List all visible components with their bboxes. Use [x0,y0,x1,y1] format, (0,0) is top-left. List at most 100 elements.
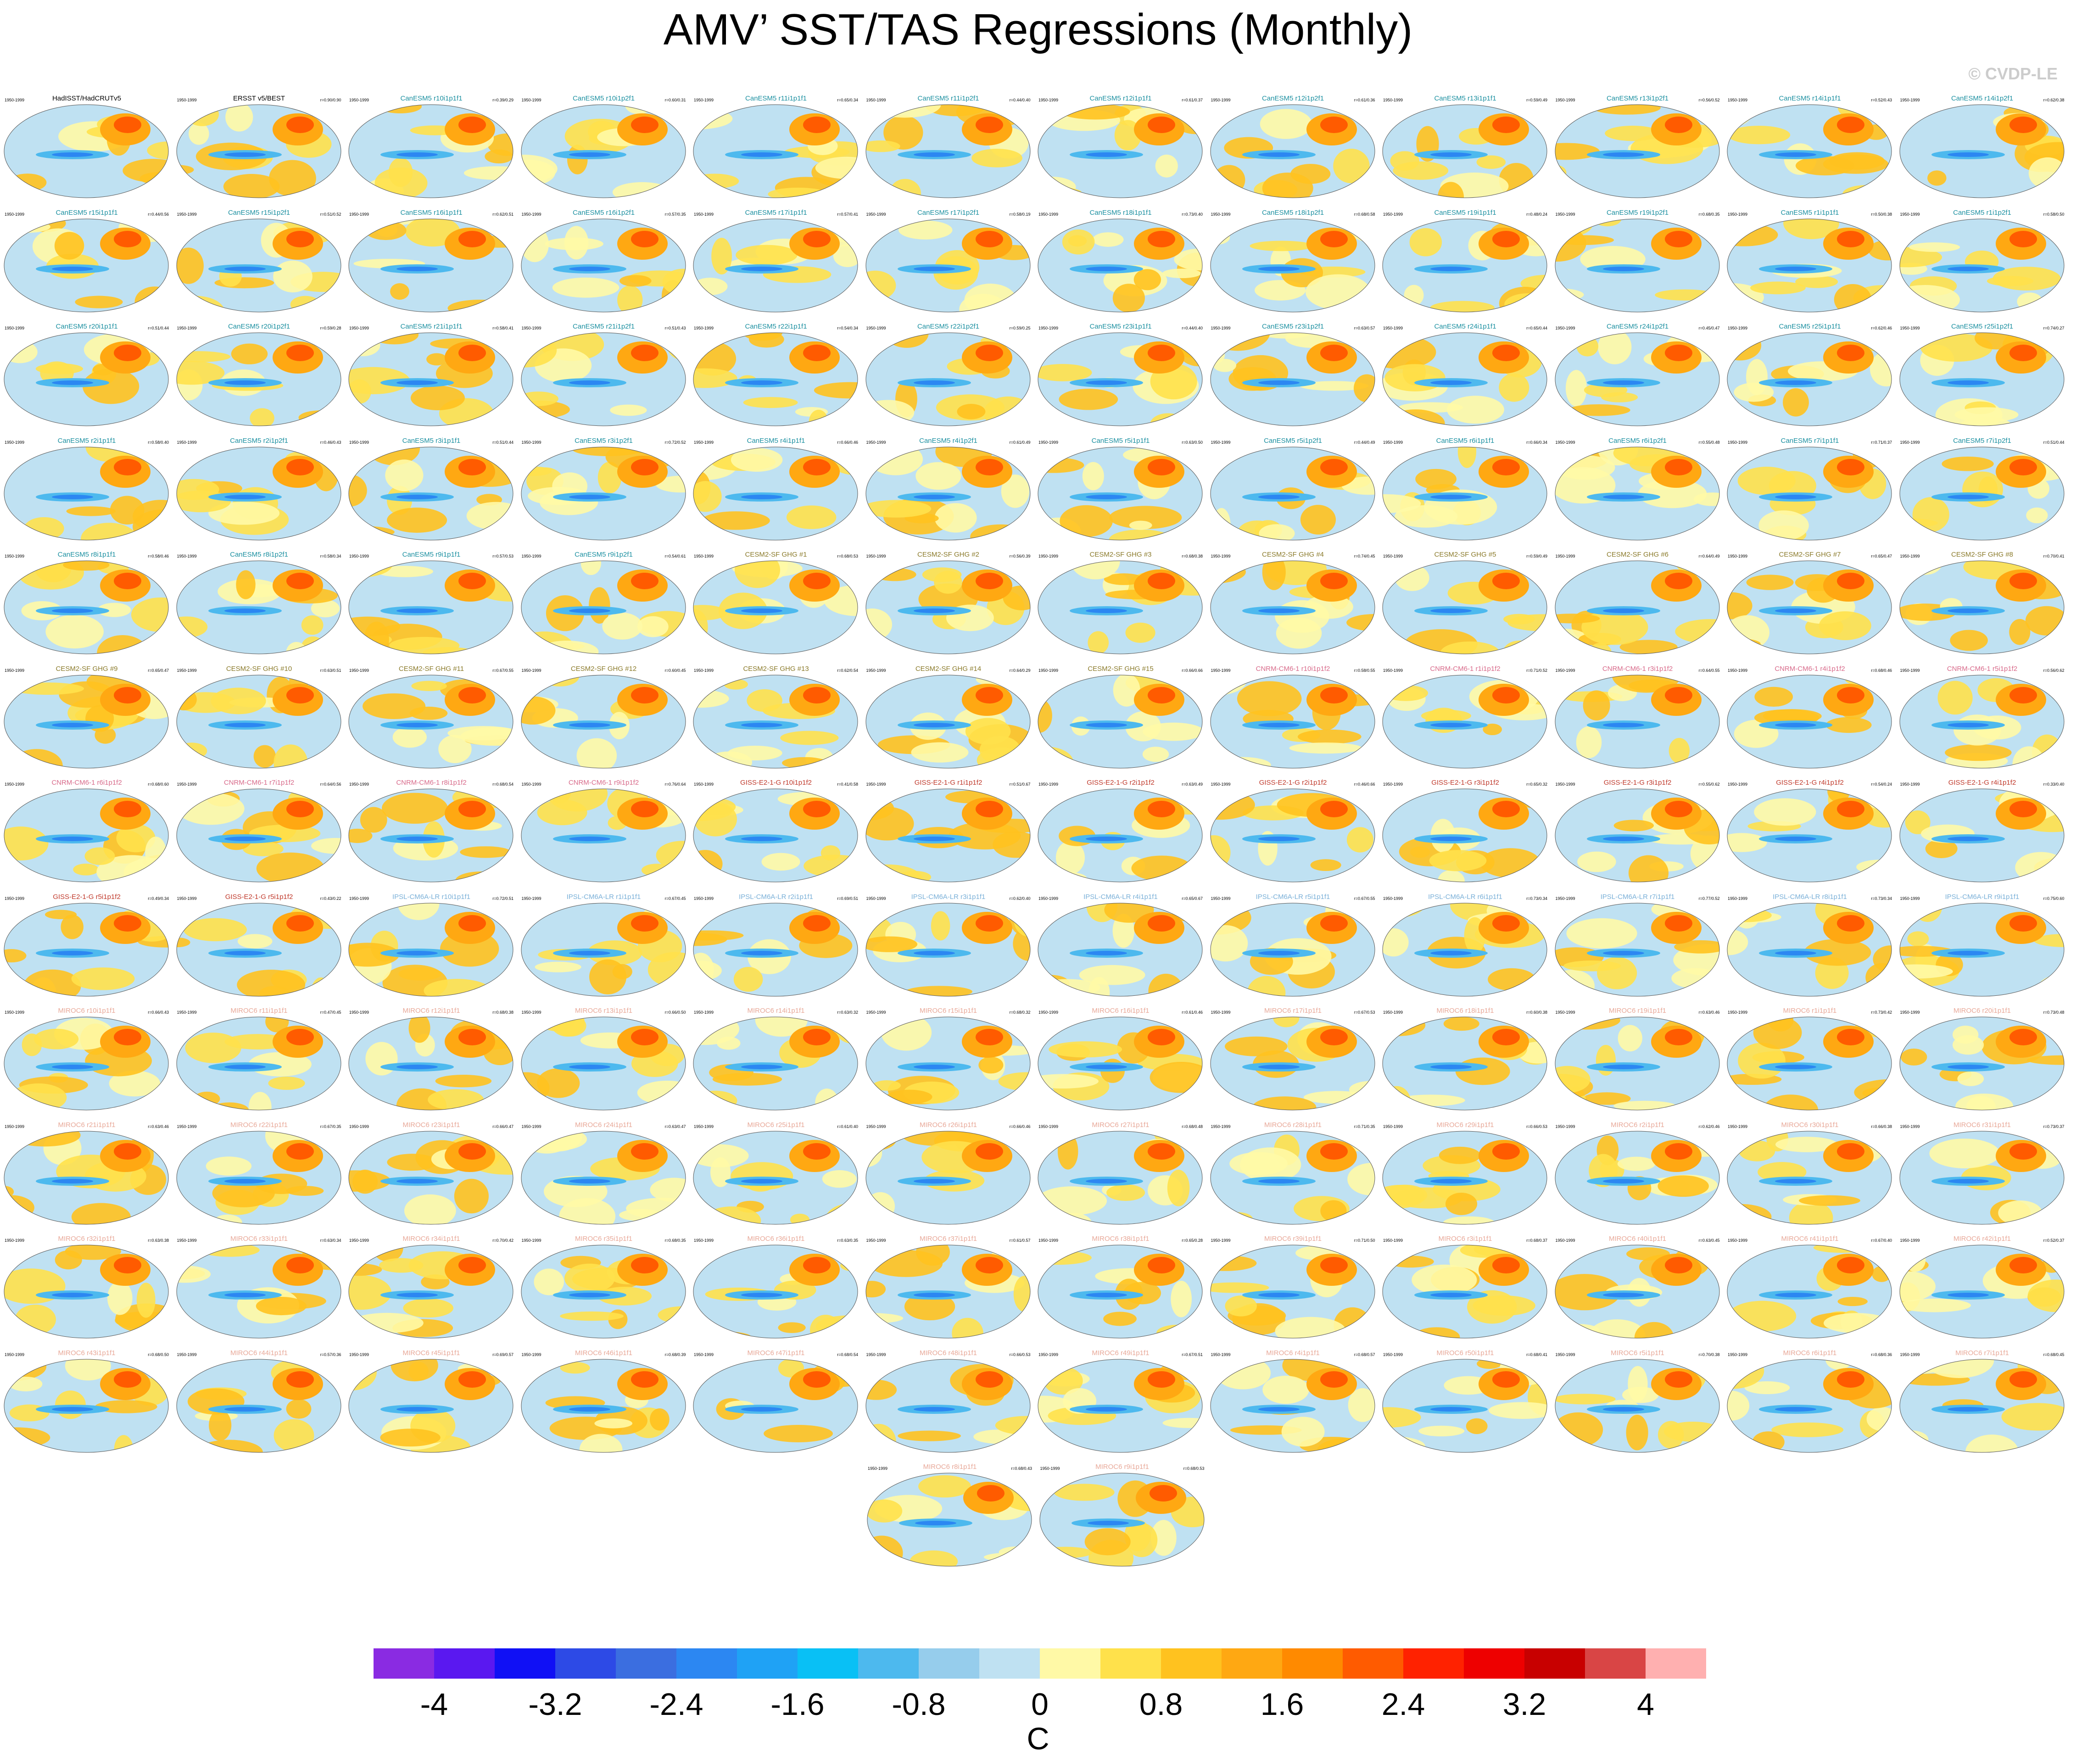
panel-label: MIROC6 r26i1p1f1 [919,1121,977,1129]
panel-period: 1950-1999 [1728,440,1748,445]
map-panel: 1950-1999 MIROC6 r33i1p1f1 r=0.63/0.34 [176,1234,342,1350]
panel-pattern-correlation: r=0.46/0.43 [320,440,341,445]
map-panel: 1950-1999 CanESM5 r24i1p1f1 r=0.65/0.44 [1382,322,1548,438]
map-panel: 1950-1999 CNRM-CM6-1 r10i1p1f2 r=0.58/0.55 [1210,664,1376,780]
panel-period: 1950-1999 [349,98,369,102]
map-panel: 1950-1999 MIROC6 r42i1p1f1 r=0.52/0.37 [1899,1234,2065,1350]
map-panel: 1950-1999 GISS-E2-1-G r2i1p1f2 r=0.63/0.49 [1038,778,1204,894]
regression-map [693,332,858,426]
regression-map [4,104,169,198]
panel-label: CanESM5 r1i1p1f1 [1780,208,1839,217]
panel-label: CESM2-SF GHG #12 [570,664,637,673]
map-panel: 1950-1999 CanESM5 r20i1p2f1 r=0.59/0.28 [176,322,342,438]
map-panel: 1950-1999 CanESM5 r8i1p1f1 r=0.58/0.46 [4,550,170,666]
panel-label: CanESM5 r4i1p1f1 [747,436,805,445]
panel-period: 1950-1999 [1900,98,1920,102]
regression-map [693,447,858,540]
panel-period: 1950-1999 [1900,1238,1920,1243]
colorbar-tick-label: 4 [1637,1687,1654,1722]
panel-pattern-correlation: r=0.70/0.41 [2043,554,2065,558]
regression-map [4,560,169,654]
regression-map [1899,1131,2064,1224]
map-panel: 1950-1999 CESM2-SF GHG #9 r=0.65/0.47 [4,664,170,780]
panel-period: 1950-1999 [1383,1124,1403,1129]
panel-label: CanESM5 r20i1p2f1 [228,323,290,330]
panel-label: MIROC6 r47i1p1f1 [747,1349,805,1357]
panel-pattern-correlation: r=0.64/0.29 [1009,668,1031,673]
regression-map [1899,332,2064,426]
panel-period: 1950-1999 [521,1238,541,1243]
panel-period: 1950-1999 [177,668,197,673]
regression-map [176,332,341,426]
panel-pattern-correlation: r=0.67/0.51 [1182,1352,1203,1357]
map-panel: 1950-1999 MIROC6 r38i1p1f1 r=0.65/0.28 [1038,1234,1204,1350]
panel-pattern-correlation: r=0.58/0.46 [148,554,169,558]
regression-map [348,1131,513,1224]
regression-map [348,903,513,996]
panel-period: 1950-1999 [1555,782,1575,787]
regression-map [1382,1359,1547,1452]
map-panel: 1950-1999 CanESM5 r21i1p2f1 r=0.51/0.43 [521,322,687,438]
panel-period: 1950-1999 [521,1352,541,1357]
map-panel: 1950-1999 MIROC6 r4i1p1f1 r=0.68/0.57 [1210,1349,1376,1464]
panel-period: 1950-1999 [1038,1238,1059,1243]
regression-map [1382,447,1547,540]
map-panel: 1950-1999 CanESM5 r5i1p2f1 r=0.44/0.49 [1210,436,1376,552]
panel-label: CNRM-CM6-1 r6i1p1f2 [51,779,122,787]
panel-period: 1950-1999 [868,1466,888,1471]
panel-label: CanESM5 r3i1p2f1 [575,436,633,445]
panel-period: 1950-1999 [1211,1238,1231,1243]
map-panel: 1950-1999 CanESM5 r19i1p1f1 r=0.48/0.24 [1382,208,1548,324]
panel-pattern-correlation: r=0.51/0.44 [492,440,513,445]
panel-label: CESM2-SF GHG #4 [1261,551,1324,558]
panel-pattern-correlation: r=0.74/0.27 [2043,326,2065,330]
map-panel: 1950-1999 MIROC6 r44i1p1f1 r=0.57/0.36 [176,1349,342,1464]
panel-pattern-correlation: r=0.71/0.35 [1354,1124,1375,1129]
panel-period: 1950-1999 [521,668,541,673]
panel-period: 1950-1999 [177,326,197,330]
panel-label: CanESM5 r25i1p2f1 [1951,323,2014,330]
panel-label: CNRM-CM6-1 r4i1p1f2 [1775,664,1845,673]
panel-pattern-correlation: r=0.47/0.45 [320,1010,341,1015]
panel-label: CanESM5 r18i1p1f1 [1089,208,1152,217]
map-panel: 1950-1999 CanESM5 r7i1p1f1 r=0.71/0.37 [1727,436,1893,552]
panel-label: GISS-E2-1-G r1i1p1f2 [914,779,982,787]
regression-map [521,675,686,768]
panel-label: MIROC6 r5i1p1f1 [1611,1349,1664,1357]
panel-pattern-correlation: r=0.60/0.45 [664,668,686,673]
panel-period: 1950-1999 [866,440,886,445]
map-panel: 1950-1999 CNRM-CM6-1 r8i1p1f2 r=0.68/0.54 [348,778,514,894]
map-panel: 1950-1999 IPSL-CM6A-LR r3i1p1f1 r=0.62/0.4… [865,893,1032,1008]
panel-pattern-correlation: r=0.59/0.25 [1009,326,1031,330]
regression-map [348,1359,513,1452]
regression-map [176,560,341,654]
panel-pattern-correlation: r=0.62/0.46 [1871,326,1892,330]
map-panel: 1950-1999 MIROC6 r22i1p1f1 r=0.67/0.35 [176,1121,342,1236]
panel-pattern-correlation: r=0.60/0.38 [1526,1010,1547,1015]
panel-label: CanESM5 r1i1p2f1 [1953,208,2011,217]
map-panel: 1950-1999 MIROC6 r50i1p1f1 r=0.68/0.41 [1382,1349,1548,1464]
regression-map [348,1016,513,1111]
regression-map [4,1359,169,1452]
regression-map [1899,104,2064,198]
panel-label: CanESM5 r10i1p2f1 [572,95,635,102]
map-panel: 1950-1999 CanESM5 r19i1p2f1 r=0.68/0.35 [1555,208,1721,324]
panel-label: MIROC6 r10i1p1f1 [58,1007,116,1015]
regression-map [1727,560,1892,654]
regression-map [1727,104,1892,198]
map-panel: 1950-1999 CESM2-SF GHG #14 r=0.64/0.29 [865,664,1032,780]
map-panel: 1950-1999 CanESM5 r14i1p2f1 r=0.62/0.38 [1899,94,2065,210]
panel-pattern-correlation: r=0.68/0.53 [1183,1466,1205,1471]
panel-period: 1950-1999 [521,212,541,217]
panel-label: MIROC6 r22i1p1f1 [230,1121,288,1129]
panel-period: 1950-1999 [349,1124,369,1129]
panel-period: 1950-1999 [177,212,197,217]
map-panel: 1950-1999 CanESM5 r7i1p2f1 r=0.51/0.44 [1899,436,2065,552]
panel-label: IPSL-CM6A-LR r4i1p1f1 [1083,893,1158,901]
panel-pattern-correlation: r=0.49/0.34 [148,896,169,901]
regression-map [1382,560,1547,654]
panel-label: GISS-E2-1-G r10i1p1f2 [740,779,812,787]
panel-label: GISS-E2-1-G r4i1p1f2 [1776,779,1844,787]
panel-label: CanESM5 r16i1p1f1 [400,208,463,217]
map-panel: 1950-1999 MIROC6 r5i1p1f1 r=0.70/0.38 [1555,1349,1721,1464]
